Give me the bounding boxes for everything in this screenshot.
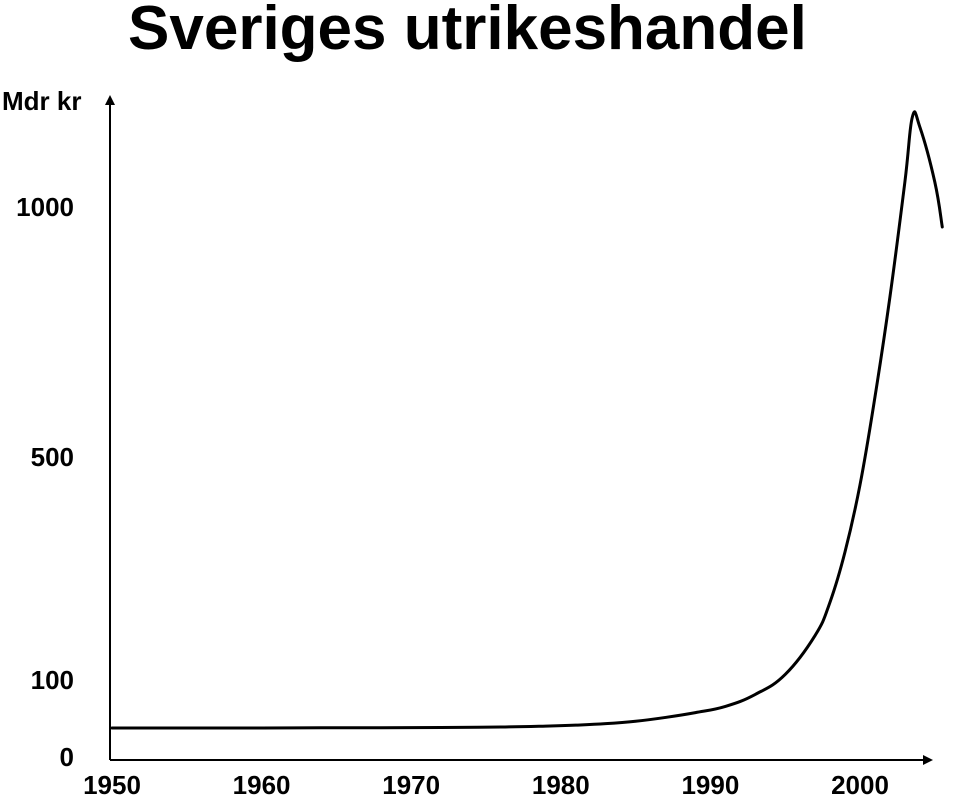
x-tick-label: 1980 — [532, 770, 590, 798]
y-tick-label: 1000 — [16, 192, 74, 222]
x-tick-label: 1960 — [233, 770, 291, 798]
y-tick-label: 100 — [31, 665, 74, 695]
x-tick-label: 2000 — [831, 770, 889, 798]
y-tick-labels: 0 100 500 1000 — [16, 192, 74, 772]
x-tick-label: 1970 — [382, 770, 440, 798]
x-tick-label: 1950 — [83, 770, 141, 798]
x-tick-labels: 1950 1960 1970 1980 1990 2000 — [83, 770, 889, 798]
y-axis-label: Mdr kr — [2, 86, 82, 116]
y-tick-label: 500 — [31, 442, 74, 472]
y-tick-label: 0 — [60, 742, 74, 772]
chart-title: Sveriges utrikeshandel — [128, 0, 807, 63]
x-tick-label: 1990 — [681, 770, 739, 798]
series-line — [110, 110, 944, 730]
